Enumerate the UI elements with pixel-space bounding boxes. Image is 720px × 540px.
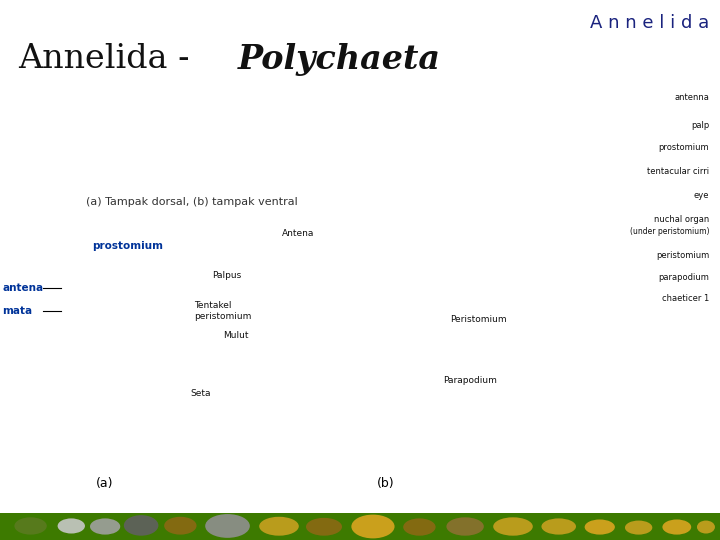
Ellipse shape [541,518,576,535]
Ellipse shape [205,514,250,538]
Text: Mulut: Mulut [223,332,248,340]
Ellipse shape [58,518,85,534]
Text: (b): (b) [377,477,394,490]
Text: Parapodium: Parapodium [443,376,497,385]
Text: Peristomium: Peristomium [450,315,507,324]
Text: peristomium: peristomium [194,313,252,321]
Text: palp: palp [691,121,709,130]
Ellipse shape [662,519,691,535]
Text: tentacular cirri: tentacular cirri [647,167,709,176]
Ellipse shape [697,521,715,534]
Text: (a): (a) [96,477,113,490]
Text: (under peristomium): (under peristomium) [630,227,709,235]
Text: parapodium: parapodium [658,273,709,281]
Text: nuchal organ: nuchal organ [654,215,709,224]
Text: antenna: antenna [675,93,709,102]
Text: prostomium: prostomium [92,241,163,252]
Ellipse shape [124,515,158,536]
Ellipse shape [625,521,652,535]
Text: prostomium: prostomium [659,143,709,152]
Text: antena: antena [2,283,43,293]
Text: (a) Tampak dorsal, (b) tampak ventral: (a) Tampak dorsal, (b) tampak ventral [86,197,298,207]
Text: A n n e l i d a: A n n e l i d a [590,14,709,31]
Ellipse shape [446,517,484,536]
Text: chaeticer 1: chaeticer 1 [662,294,709,303]
Text: Antena: Antena [282,229,315,238]
Text: Seta: Seta [191,389,211,397]
Bar [0,513,720,540]
Ellipse shape [585,519,615,535]
Ellipse shape [306,518,342,536]
Ellipse shape [403,518,436,536]
Ellipse shape [90,518,120,535]
Text: mata: mata [2,306,32,315]
Text: peristomium: peristomium [656,251,709,260]
Ellipse shape [493,517,533,536]
Ellipse shape [164,517,197,535]
Ellipse shape [14,517,47,535]
Text: Polychaeta: Polychaeta [238,43,441,76]
Text: Tentakel: Tentakel [194,301,232,309]
Text: Palpus: Palpus [212,271,242,280]
Ellipse shape [351,515,395,538]
Text: Annelida -: Annelida - [18,43,200,75]
Text: eye: eye [693,191,709,200]
Ellipse shape [259,517,299,536]
